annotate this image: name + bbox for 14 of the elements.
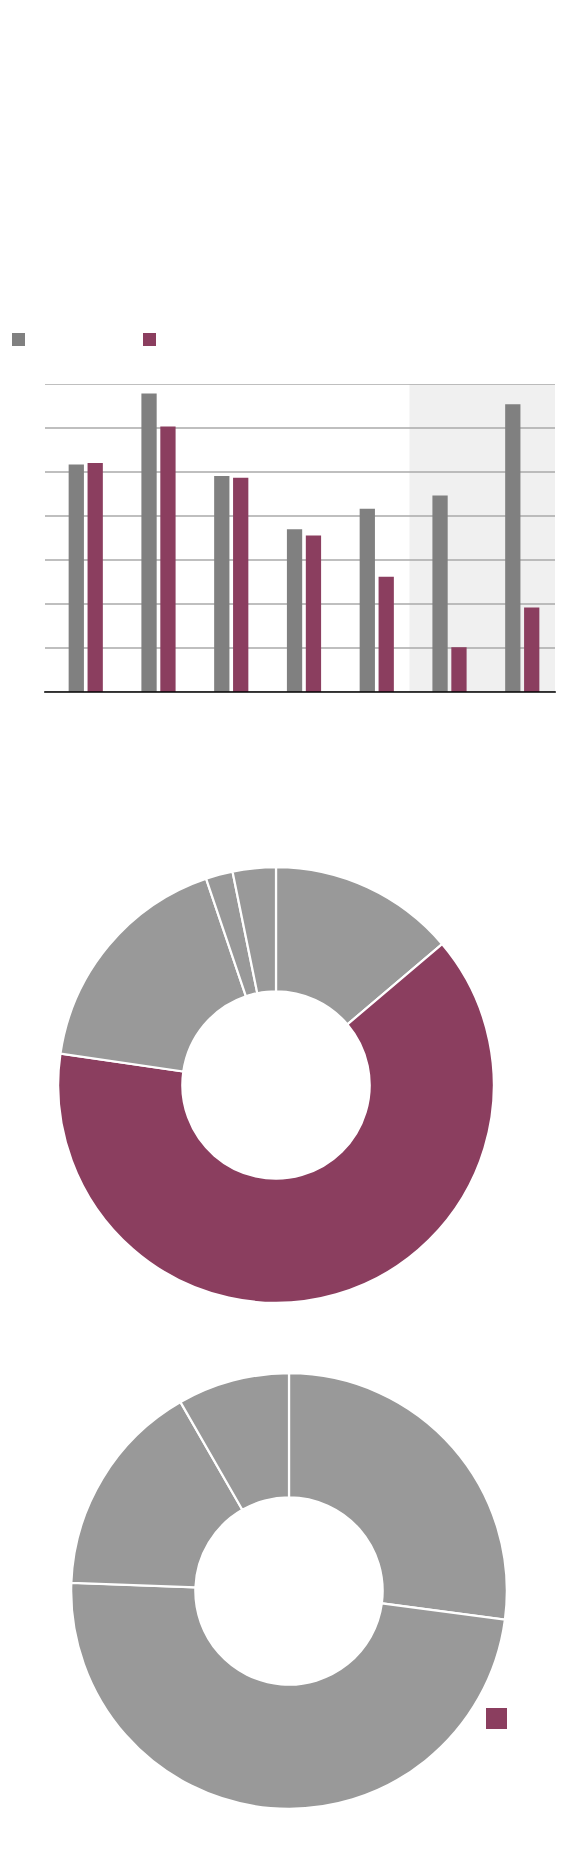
bar <box>141 393 157 692</box>
bar <box>68 464 84 692</box>
bar <box>505 404 521 692</box>
bar <box>233 477 249 692</box>
bar <box>432 495 448 692</box>
bar <box>359 508 375 692</box>
bar <box>286 529 303 692</box>
bar <box>378 576 394 692</box>
bar <box>214 475 230 692</box>
bar <box>160 426 176 692</box>
bar <box>305 535 322 692</box>
bar <box>87 463 103 692</box>
bar <box>524 607 540 692</box>
bar <box>451 647 467 692</box>
